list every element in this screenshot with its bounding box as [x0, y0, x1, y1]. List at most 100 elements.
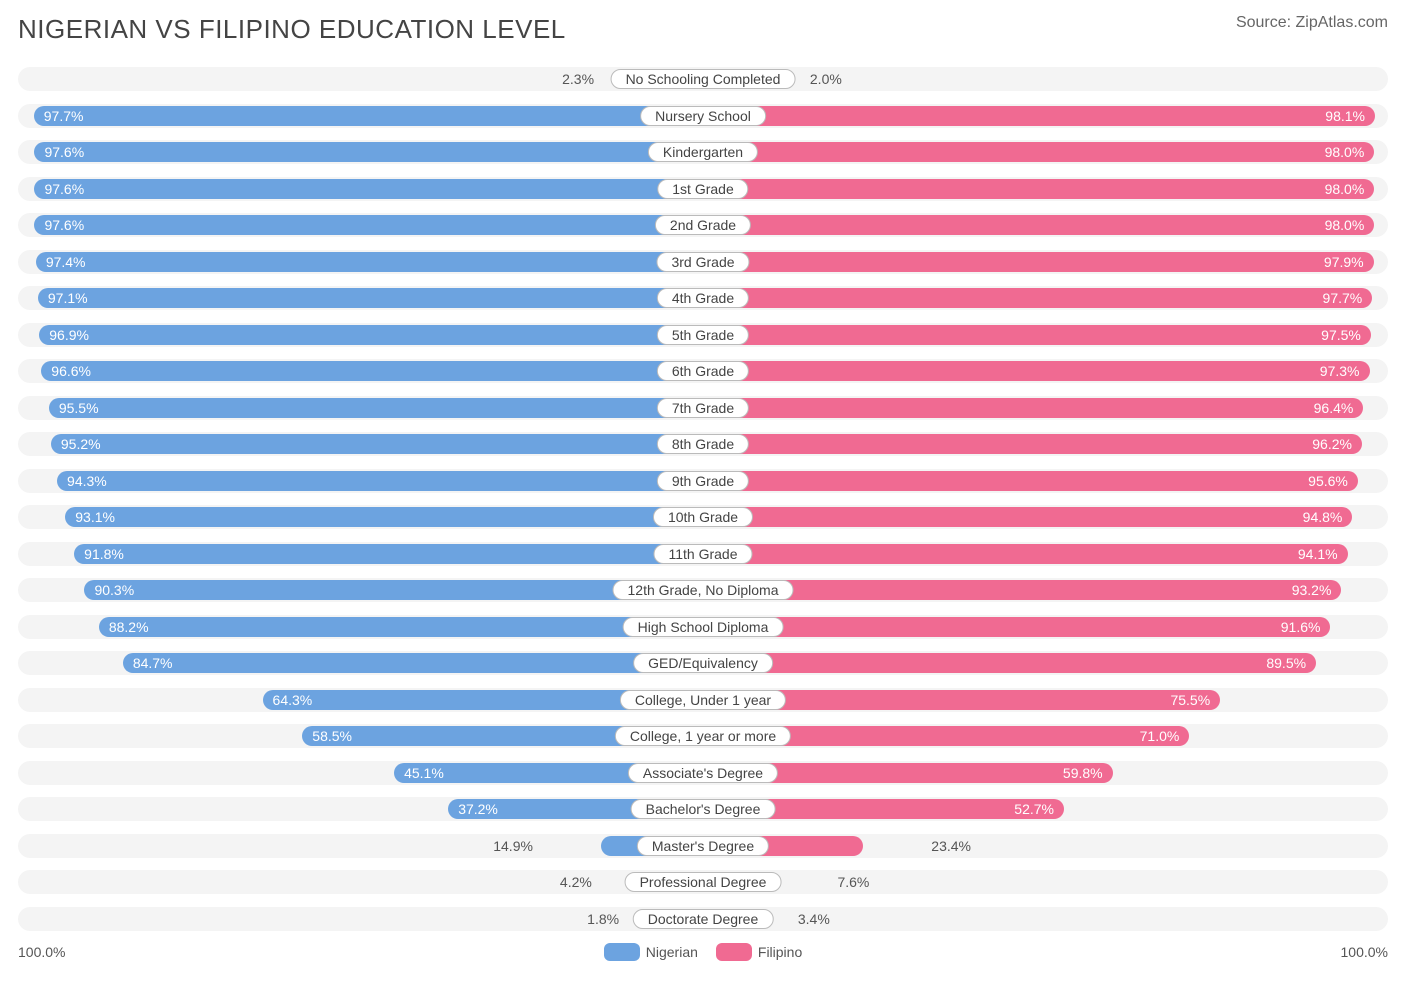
value-left: 91.8% — [84, 542, 124, 566]
chart-row: 96.9% 97.5% 5th Grade — [18, 323, 1388, 347]
category-pill: 8th Grade — [657, 434, 749, 454]
bar-left — [39, 325, 703, 345]
chart-row: 88.2% 91.6% High School Diploma — [18, 615, 1388, 639]
value-left: 97.1% — [48, 286, 88, 310]
value-left: 88.2% — [109, 615, 149, 639]
bar-left — [49, 398, 703, 418]
bar-left — [57, 471, 703, 491]
value-left: 97.6% — [44, 177, 84, 201]
value-right: 96.4% — [1314, 396, 1354, 420]
legend: Nigerian Filipino — [604, 943, 803, 961]
bar-right — [703, 653, 1316, 673]
value-right: 94.8% — [1303, 505, 1343, 529]
chart-row: 97.6% 98.0% 1st Grade — [18, 177, 1388, 201]
chart-row: 58.5%71.0%College, 1 year or more — [18, 724, 1388, 748]
value-right: 23.4% — [931, 834, 971, 858]
category-pill: 11th Grade — [653, 544, 752, 564]
source-value: ZipAtlas.com — [1296, 14, 1388, 31]
value-left: 97.6% — [44, 140, 84, 164]
chart-row: 97.6%98.0%Kindergarten — [18, 140, 1388, 164]
category-pill: Doctorate Degree — [633, 909, 774, 929]
legend-label-right: Filipino — [758, 944, 802, 960]
value-left: 2.3% — [562, 67, 594, 91]
category-pill: Nursery School — [640, 106, 766, 126]
bar-left — [36, 252, 703, 272]
bar-right — [703, 288, 1372, 308]
value-right: 98.0% — [1325, 177, 1365, 201]
chart-row: 95.5% 96.4% 7th Grade — [18, 396, 1388, 420]
bar-right — [703, 106, 1375, 126]
category-pill: High School Diploma — [623, 617, 784, 637]
chart-row: 1.8% 3.4% Doctorate Degree — [18, 907, 1388, 931]
value-right: 89.5% — [1266, 651, 1306, 675]
value-left: 45.1% — [404, 761, 444, 785]
value-left: 1.8% — [587, 907, 619, 931]
value-left: 90.3% — [94, 578, 134, 602]
value-right: 95.6% — [1308, 469, 1348, 493]
value-left: 58.5% — [312, 724, 352, 748]
value-right: 96.2% — [1312, 432, 1352, 456]
category-pill: College, 1 year or more — [615, 726, 791, 746]
bar-left — [99, 617, 703, 637]
category-pill: 7th Grade — [657, 398, 749, 418]
chart-row: 97.7% 98.1% Nursery School — [18, 104, 1388, 128]
chart-row: 95.2%96.2%8th Grade — [18, 432, 1388, 456]
bar-right — [703, 544, 1348, 564]
category-pill: 9th Grade — [657, 471, 749, 491]
bar-right — [703, 471, 1358, 491]
value-right: 75.5% — [1170, 688, 1210, 712]
legend-swatch-left — [604, 943, 640, 961]
value-right: 2.0% — [810, 67, 842, 91]
chart-row: 96.6%97.3%6th Grade — [18, 359, 1388, 383]
category-pill: Bachelor's Degree — [631, 799, 776, 819]
bar-left — [38, 288, 703, 308]
category-pill: 10th Grade — [653, 507, 753, 527]
value-right: 98.0% — [1325, 140, 1365, 164]
bar-right — [703, 142, 1374, 162]
value-left: 97.7% — [44, 104, 84, 128]
category-pill: 5th Grade — [657, 325, 749, 345]
chart-row: 93.1%94.8%10th Grade — [18, 505, 1388, 529]
value-right: 97.3% — [1320, 359, 1360, 383]
value-right: 52.7% — [1014, 797, 1054, 821]
value-right: 94.1% — [1298, 542, 1338, 566]
chart-row: 64.3%75.5%College, Under 1 year — [18, 688, 1388, 712]
category-pill: Master's Degree — [637, 836, 769, 856]
legend-item-left: Nigerian — [604, 943, 698, 961]
value-right: 3.4% — [798, 907, 830, 931]
category-pill: 1st Grade — [657, 179, 748, 199]
chart-row: 97.6%98.0%2nd Grade — [18, 213, 1388, 237]
bar-right — [703, 215, 1374, 235]
category-pill: GED/Equivalency — [633, 653, 773, 673]
chart-row: 84.7% 89.5% GED/Equivalency — [18, 651, 1388, 675]
value-right: 93.2% — [1292, 578, 1332, 602]
category-pill: 4th Grade — [657, 288, 749, 308]
category-pill: 12th Grade, No Diploma — [613, 580, 794, 600]
bar-right — [703, 252, 1374, 272]
page-title: NIGERIAN VS FILIPINO EDUCATION LEVEL — [18, 14, 566, 45]
chart-row: 2.3% 2.0% No Schooling Completed — [18, 67, 1388, 91]
left-axis-max-label: 100.0% — [18, 944, 65, 960]
category-pill: No Schooling Completed — [611, 69, 796, 89]
chart-row: 97.1%97.7%4th Grade — [18, 286, 1388, 310]
value-left: 37.2% — [458, 797, 498, 821]
bar-right — [703, 507, 1352, 527]
value-left: 96.9% — [49, 323, 89, 347]
value-right: 97.5% — [1321, 323, 1361, 347]
right-axis-max-label: 100.0% — [1341, 944, 1388, 960]
category-pill: 2nd Grade — [655, 215, 751, 235]
bar-right — [703, 179, 1374, 199]
bar-right — [703, 434, 1362, 454]
value-left: 84.7% — [133, 651, 173, 675]
category-pill: 3rd Grade — [656, 252, 749, 272]
diverging-bar-chart: 2.3% 2.0% No Schooling Completed 97.7% 98.1%… — [18, 67, 1388, 931]
value-left: 95.5% — [59, 396, 99, 420]
bar-left — [34, 215, 703, 235]
value-right: 91.6% — [1281, 615, 1321, 639]
legend-label-left: Nigerian — [646, 944, 698, 960]
value-right: 59.8% — [1063, 761, 1103, 785]
bar-right — [703, 398, 1363, 418]
value-right: 98.1% — [1325, 104, 1365, 128]
value-left: 64.3% — [273, 688, 313, 712]
value-right: 7.6% — [837, 870, 869, 894]
